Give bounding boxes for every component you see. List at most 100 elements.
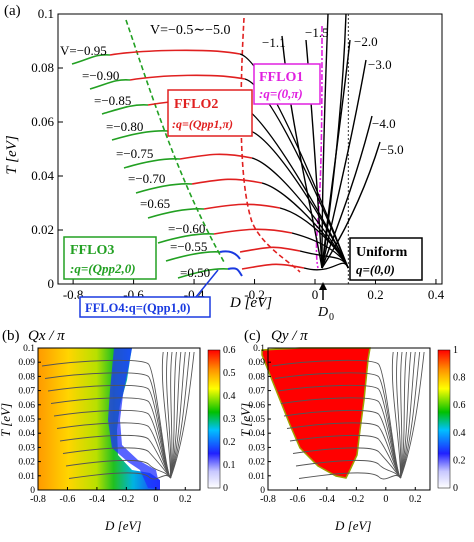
panel-b-y-ticks: 0 0.01 0.02 0.03 0.04 0.05 0.06 0.07 0.08 0.09 0.1 bbox=[18, 344, 41, 496]
curve-black-large-v-6 bbox=[321, 13, 329, 269]
c-ytick-label: 0.03 bbox=[248, 443, 265, 453]
curve-green-4 bbox=[123, 158, 181, 169]
d0-label: D bbox=[317, 305, 328, 320]
b-contour-right bbox=[170, 351, 177, 479]
c-xtick-label: 0.2 bbox=[409, 494, 422, 505]
label-v075: =−0.75 bbox=[116, 146, 153, 161]
b-ytick-label: 0.02 bbox=[18, 458, 35, 468]
b-ytick-label: 0.08 bbox=[18, 372, 35, 382]
panel-c-colorbar-ticks: 0 0.2 0.4 0.6 0.8 1 bbox=[453, 345, 466, 494]
label-v095: V=−0.95 bbox=[60, 43, 107, 58]
b-xtick-label: 0 bbox=[153, 494, 158, 505]
curve-red-5 bbox=[191, 178, 263, 185]
c-colorbar-tick: 1 bbox=[453, 345, 458, 356]
b-xtick-label: 0.2 bbox=[179, 494, 192, 505]
c-contour-right bbox=[400, 351, 425, 479]
uniform-q: q=(0,0) bbox=[356, 262, 395, 277]
c-ytick-label: 0.1 bbox=[253, 344, 265, 354]
c-xtick-label: 0 bbox=[383, 494, 388, 505]
b-contour bbox=[59, 434, 171, 479]
b-contour bbox=[56, 422, 171, 479]
c-ytick-label: 0.04 bbox=[248, 429, 265, 439]
curve-green-0 bbox=[71, 54, 111, 65]
fflo3-q: :q=(Qpp2,0) bbox=[70, 261, 136, 276]
label-v20: −2.0 bbox=[354, 34, 378, 49]
panel-b-colorbar bbox=[207, 349, 221, 489]
a-ytick-label: 0.06 bbox=[31, 114, 54, 129]
panel-c-label: (c) bbox=[244, 328, 261, 344]
c-colorbar-tick: 0.4 bbox=[453, 428, 466, 439]
b-colorbar-tick: 0.2 bbox=[223, 437, 236, 448]
curve-green-3 bbox=[111, 130, 169, 141]
panel-b-label: (b) bbox=[2, 328, 20, 344]
a-ytick-label: 0.1 bbox=[38, 6, 54, 21]
a-xtick-label: -0.2 bbox=[244, 287, 265, 302]
panel-b-blue-band bbox=[108, 348, 160, 488]
a-xtick-label: 0 bbox=[312, 287, 319, 302]
panel-c-y-ticks: 0 0.01 0.02 0.03 0.04 0.05 0.06 0.07 0.08 0.09 0.1 bbox=[248, 344, 271, 496]
label-v085: =−0.85 bbox=[94, 93, 131, 108]
label-v055: =−0.55 bbox=[170, 239, 207, 254]
d0-subscript: 0 bbox=[329, 312, 334, 323]
panel-a: (a) -0.8 -0.6 -0.4 -0.2 0 0.2 0.4 00.020.040.0… bbox=[4, 3, 445, 323]
c-contour-right bbox=[400, 351, 412, 479]
panel-a-y-ticks: 0 0.02 0.04 0.06 0.08 0.1 bbox=[31, 6, 63, 291]
panel-a-ylabel: T [eV] bbox=[4, 135, 20, 174]
panel-c-ylabel: T [eV] bbox=[238, 403, 253, 437]
panel-c-xlabel: D [eV] bbox=[334, 518, 371, 533]
b-xtick-label: -0.4 bbox=[89, 494, 105, 505]
curve-green-7 bbox=[157, 233, 215, 244]
b-ytick-label: 0.03 bbox=[18, 443, 35, 453]
b-ytick-label: 0.05 bbox=[18, 415, 35, 425]
label-v065: =0.65 bbox=[140, 196, 170, 211]
d0-arrowhead bbox=[319, 282, 327, 290]
panel-b-title: Qx / π bbox=[28, 328, 65, 344]
label-v11: −1.1 bbox=[262, 35, 286, 50]
label-v30: −3.0 bbox=[368, 57, 392, 72]
curve-blue-9 bbox=[227, 267, 243, 277]
a-ytick-label: 0.04 bbox=[31, 168, 54, 183]
c-ytick-label: 0.06 bbox=[248, 401, 265, 411]
curve-red-8 bbox=[239, 246, 301, 253]
b-contour bbox=[68, 472, 171, 480]
label-v-range: V=−0.5∼−5.0 bbox=[150, 23, 231, 38]
c-ytick-label: 0.09 bbox=[248, 358, 265, 368]
curve-red-6 bbox=[203, 203, 281, 210]
c-ytick-label: 0.01 bbox=[248, 472, 265, 482]
label-v50: −5.0 bbox=[380, 142, 404, 157]
b-contour-right bbox=[170, 351, 186, 479]
b-colorbar-tick: 0.5 bbox=[223, 368, 236, 379]
panel-a-label: (a) bbox=[4, 3, 21, 19]
fflo3-boundary bbox=[125, 19, 225, 263]
c-colorbar-tick: 0.2 bbox=[453, 455, 466, 466]
c-contour-right bbox=[400, 351, 407, 479]
b-contour-right bbox=[170, 351, 182, 479]
fflo1-box: FFLO1 :q=(0,π) bbox=[253, 63, 321, 105]
label-v070: =−0.70 bbox=[128, 171, 165, 186]
curve-green-1 bbox=[89, 79, 131, 90]
label-v050: =0.50 bbox=[180, 265, 210, 280]
fflo2-title: FFLO2 bbox=[174, 97, 218, 112]
fflo4-box: FFLO4:q=(Qpp1,0) bbox=[79, 269, 219, 318]
curve-green-9 bbox=[177, 268, 229, 279]
b-contour-right bbox=[161, 351, 171, 479]
label-v080: =−0.80 bbox=[106, 119, 143, 134]
panel-b-ylabel: T [eV] bbox=[0, 403, 13, 437]
c-contour-right bbox=[396, 351, 402, 479]
b-ytick-label: 0.01 bbox=[18, 472, 35, 482]
uniform-box: Uniform q=(0,0) bbox=[349, 237, 423, 281]
c-contour bbox=[298, 472, 401, 480]
fflo2-box: FFLO2 :q=(Qpp1,π) bbox=[167, 89, 253, 137]
c-ytick-label: 0.07 bbox=[248, 387, 265, 397]
curve-red-7 bbox=[213, 228, 293, 235]
c-ytick-label: 0.08 bbox=[248, 372, 265, 382]
curve-black-tail-9 bbox=[303, 262, 349, 271]
fflo1-q: :q=(0,π) bbox=[259, 86, 303, 101]
fflo3-box: FFLO3 :q=(Qpp2,0) bbox=[63, 236, 157, 280]
c-xtick-label: -0.8 bbox=[260, 494, 276, 505]
c-contour bbox=[286, 422, 401, 479]
b-xtick-label: -0.6 bbox=[60, 494, 76, 505]
b-contour-right bbox=[170, 351, 173, 479]
curve-black-large-v-3 bbox=[321, 59, 367, 269]
